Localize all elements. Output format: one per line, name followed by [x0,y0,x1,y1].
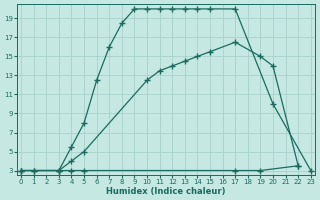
X-axis label: Humidex (Indice chaleur): Humidex (Indice chaleur) [106,187,226,196]
